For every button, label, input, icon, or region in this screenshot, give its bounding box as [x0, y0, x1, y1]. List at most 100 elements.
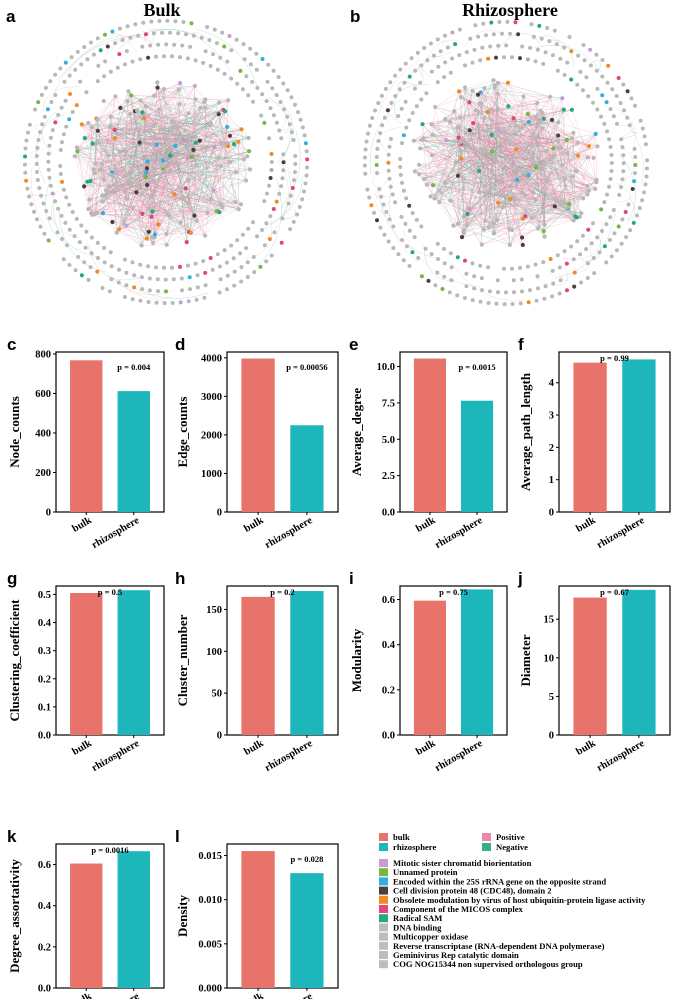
network-node: [139, 243, 144, 248]
network-node: [176, 87, 181, 92]
network-node: [46, 159, 51, 164]
legend-module-item: Component of the MICOS complex: [379, 904, 524, 914]
network-node: [480, 45, 485, 50]
network-node: [187, 275, 192, 280]
network-node: [617, 192, 622, 197]
panel-letter-f: f: [518, 335, 524, 354]
network-node: [268, 176, 273, 180]
network-node: [495, 80, 501, 86]
network-node: [630, 187, 635, 191]
positive-edge: [380, 99, 402, 125]
network-node: [146, 129, 151, 134]
positive-edge: [576, 170, 596, 190]
network-node: [143, 104, 148, 109]
network-node: [191, 147, 196, 152]
x-tick-label: rhizosphere: [263, 991, 315, 999]
network-node: [594, 179, 599, 185]
negative-edge: [67, 34, 125, 74]
legend-module-label: Encoded within the 25S rRNA gene on the …: [393, 876, 606, 886]
network-node: [528, 45, 533, 50]
network-node: [558, 278, 563, 283]
network-node: [386, 239, 391, 244]
network-node: [558, 145, 564, 151]
negative-edge: [154, 100, 229, 183]
network-node: [638, 118, 643, 123]
y-tick-label: 0.0: [382, 731, 395, 742]
network-node: [535, 286, 540, 291]
p-value-label: p = 0.0016: [91, 845, 128, 855]
positive-edge: [145, 106, 229, 147]
network-node: [525, 264, 530, 269]
network-node: [195, 153, 201, 158]
network-node: [205, 145, 210, 150]
network-node: [492, 83, 497, 88]
negative-edge: [109, 111, 226, 187]
network-node: [248, 62, 253, 67]
network-node: [121, 221, 127, 227]
network-node: [40, 122, 45, 127]
network-node: [520, 44, 525, 49]
network-node: [437, 200, 442, 205]
positive-edge: [504, 122, 542, 132]
network-node: [146, 300, 151, 304]
network-node: [511, 116, 516, 121]
chart-panel-i: i0.00.20.40.6Modularitybulkrhizospherep …: [349, 569, 508, 774]
positive-edge: [115, 123, 212, 174]
legend-label-rhizosphere: rhizosphere: [393, 842, 436, 852]
network-node: [404, 125, 409, 130]
network-node: [375, 146, 380, 151]
positive-edge: [531, 216, 576, 219]
network-node: [108, 172, 113, 177]
network-node: [401, 133, 406, 138]
positive-edge: [174, 194, 239, 210]
network-node: [544, 149, 549, 154]
network-node: [156, 222, 161, 227]
network-node: [244, 246, 249, 251]
network-node: [468, 36, 473, 41]
positive-edge: [424, 178, 503, 208]
network-node: [141, 20, 146, 25]
positive-edge: [139, 142, 142, 195]
network-node: [410, 111, 415, 115]
network-node: [268, 106, 273, 111]
x-tick-label: rhizosphere: [433, 738, 485, 774]
network-node: [418, 146, 423, 151]
network-node: [396, 114, 401, 118]
network-node: [29, 202, 34, 207]
network-node: [518, 265, 522, 270]
network-node: [274, 199, 279, 204]
network-node: [423, 246, 428, 251]
network-node: [178, 300, 183, 305]
network-node: [67, 202, 72, 207]
positive-edge: [443, 40, 453, 50]
network-node: [591, 100, 595, 105]
network-node: [186, 143, 191, 148]
network-node: [609, 153, 614, 157]
network-node: [511, 278, 516, 283]
network-node: [102, 260, 107, 265]
negative-edge: [380, 199, 435, 259]
network-node: [448, 70, 453, 75]
positive-edge: [102, 156, 248, 202]
network-node: [495, 91, 500, 96]
network-node: [146, 264, 151, 269]
network-node: [605, 80, 610, 85]
network-node: [144, 236, 149, 241]
network-node: [173, 152, 178, 157]
network-node: [170, 54, 174, 59]
network-node: [526, 173, 531, 178]
positive-edge: [463, 134, 492, 217]
legend-module-label: Unnamed protein: [393, 867, 458, 877]
network-node: [378, 225, 383, 230]
chart-panel-k: k0.00.20.40.6Degree_assortativitybulkrhi…: [7, 827, 165, 999]
positive-edge: [158, 145, 176, 152]
network-node: [377, 187, 382, 191]
positive-edge: [77, 96, 116, 152]
negative-edge: [423, 127, 458, 139]
network-node: [378, 131, 383, 136]
network-node: [124, 49, 129, 54]
network-node: [197, 138, 202, 143]
p-value-label: p = 0.0015: [458, 362, 495, 372]
network-node: [513, 20, 518, 25]
network-node: [525, 57, 530, 62]
